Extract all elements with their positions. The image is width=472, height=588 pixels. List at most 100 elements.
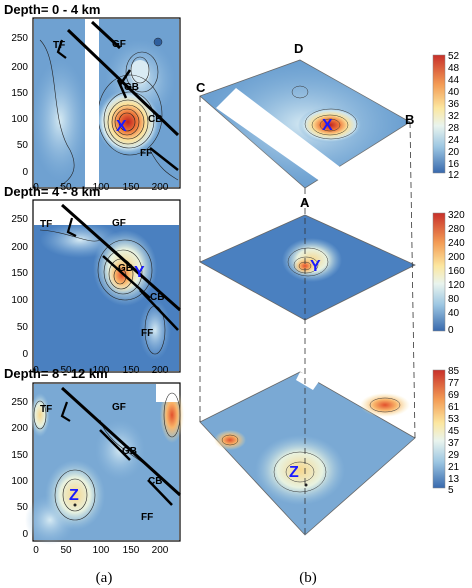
svg-text:21: 21 <box>448 462 460 473</box>
fault-label-ff: FF <box>140 148 152 159</box>
anomaly-label-z: Z <box>289 464 299 481</box>
fault-label-gb: GB <box>118 263 133 274</box>
svg-text:250: 250 <box>11 33 28 44</box>
svg-text:13: 13 <box>448 474 460 485</box>
svg-text:37: 37 <box>448 438 460 449</box>
svg-text:160: 160 <box>448 266 465 277</box>
fault-label-gf: GF <box>112 402 126 413</box>
svg-text:320: 320 <box>448 210 465 221</box>
svg-text:120: 120 <box>448 280 465 291</box>
svg-text:0: 0 <box>22 529 28 540</box>
svg-text:100: 100 <box>11 476 28 487</box>
svg-text:69: 69 <box>448 390 460 401</box>
caption-a: (a) <box>96 570 113 586</box>
corner-d: D <box>294 41 303 56</box>
svg-text:100: 100 <box>93 182 110 193</box>
panel-title: Depth= 4 - 8 km <box>4 184 100 199</box>
svg-text:0: 0 <box>22 167 28 178</box>
svg-text:0: 0 <box>33 545 39 556</box>
svg-text:150: 150 <box>123 365 140 376</box>
svg-text:200: 200 <box>11 423 28 434</box>
svg-text:16: 16 <box>448 159 460 170</box>
svg-text:44: 44 <box>448 75 460 86</box>
svg-text:20: 20 <box>448 147 460 158</box>
colorbar-bottom: 85 77 69 61 53 45 37 29 21 13 5 <box>432 366 460 496</box>
svg-text:12: 12 <box>448 170 460 181</box>
anomaly-label-x: X <box>322 117 333 134</box>
svg-text:61: 61 <box>448 402 460 413</box>
anomaly-label-x: X <box>116 118 127 135</box>
svg-text:50: 50 <box>60 182 72 193</box>
svg-text:200: 200 <box>152 365 169 376</box>
panel-a-8-12km: Depth= 8 - 12 km TF GF GB CB FF Z <box>4 366 184 545</box>
svg-text:200: 200 <box>448 252 465 263</box>
svg-text:5: 5 <box>448 485 454 496</box>
fault-label-tf: TF <box>53 40 65 51</box>
svg-text:250: 250 <box>11 214 28 225</box>
panel-title: Depth= 0 - 4 km <box>4 2 100 17</box>
fault-label-gf: GF <box>112 218 126 229</box>
fault-label-tf: TF <box>40 404 52 415</box>
svg-text:50: 50 <box>17 322 29 333</box>
svg-text:200: 200 <box>152 182 169 193</box>
svg-text:28: 28 <box>448 123 460 134</box>
svg-text:36: 36 <box>448 99 460 110</box>
svg-text:150: 150 <box>123 545 140 556</box>
svg-text:50: 50 <box>17 140 29 151</box>
svg-text:100: 100 <box>11 295 28 306</box>
svg-text:100: 100 <box>93 365 110 376</box>
svg-text:52: 52 <box>448 51 460 62</box>
panel-title: Depth= 8 - 12 km <box>4 366 108 381</box>
svg-text:0: 0 <box>33 182 39 193</box>
fault-label-ff: FF <box>141 328 153 339</box>
svg-text:50: 50 <box>60 365 72 376</box>
x-axis-ticks: 0 50 100 150 200 0 50 100 150 200 0 50 100 150… <box>33 182 169 556</box>
anomaly-label-z: Z <box>69 487 79 504</box>
svg-text:50: 50 <box>60 545 72 556</box>
svg-text:150: 150 <box>11 88 28 99</box>
svg-text:77: 77 <box>448 378 460 389</box>
caption-b: (b) <box>299 570 317 586</box>
svg-text:29: 29 <box>448 450 460 461</box>
svg-text:32: 32 <box>448 111 460 122</box>
svg-text:100: 100 <box>11 114 28 125</box>
svg-text:0: 0 <box>33 365 39 376</box>
svg-text:40: 40 <box>448 87 460 98</box>
colorbar-top: 52 48 44 40 36 32 28 24 20 16 12 <box>432 51 460 181</box>
svg-text:150: 150 <box>123 182 140 193</box>
svg-text:150: 150 <box>11 450 28 461</box>
svg-text:150: 150 <box>11 268 28 279</box>
fault-label-cb: CB <box>150 292 164 303</box>
svg-text:85: 85 <box>448 366 460 377</box>
fault-label-cb: CB <box>148 476 162 487</box>
svg-text:48: 48 <box>448 63 460 74</box>
corner-a: A <box>300 195 310 210</box>
svg-text:24: 24 <box>448 135 460 146</box>
svg-text:40: 40 <box>448 308 460 319</box>
corner-c: C <box>196 80 206 95</box>
svg-text:53: 53 <box>448 414 460 425</box>
svg-text:240: 240 <box>448 238 465 249</box>
svg-text:250: 250 <box>11 397 28 408</box>
svg-text:200: 200 <box>152 545 169 556</box>
svg-text:50: 50 <box>17 502 29 513</box>
svg-text:200: 200 <box>11 242 28 253</box>
fault-label-gb: GB <box>122 446 137 457</box>
fault-label-cb: CB <box>148 114 162 125</box>
svg-text:0: 0 <box>448 325 454 336</box>
panel-b-3d-stack: X Y Z D C B A <box>196 41 416 536</box>
panel-a-0-4km: Depth= 0 - 4 km TF GF GB CB FF X <box>4 2 181 189</box>
fault-label-gb: GB <box>124 82 139 93</box>
svg-text:100: 100 <box>93 545 110 556</box>
fault-label-gf: GF <box>112 39 126 50</box>
fault-label-ff: FF <box>141 512 153 523</box>
svg-text:280: 280 <box>448 224 465 235</box>
colorbar-middle: 320 280 240 200 160 120 80 40 0 <box>432 210 465 336</box>
fault-label-tf: TF <box>40 219 52 230</box>
svg-text:80: 80 <box>448 294 460 305</box>
svg-text:200: 200 <box>11 62 28 73</box>
svg-text:0: 0 <box>22 349 28 360</box>
svg-text:45: 45 <box>448 426 460 437</box>
anomaly-label-y: Y <box>310 258 321 275</box>
